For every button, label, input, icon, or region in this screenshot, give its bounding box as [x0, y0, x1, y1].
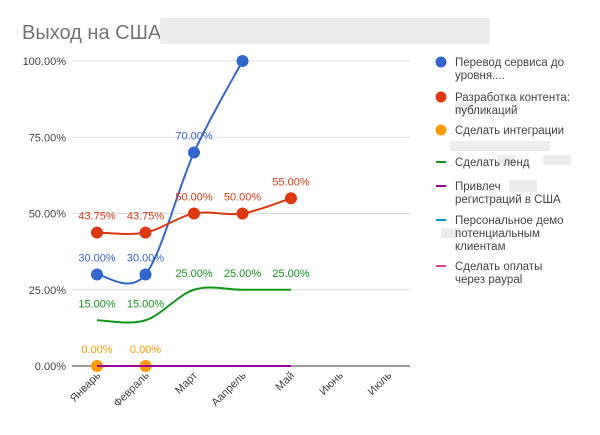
- redacted-title-area: [160, 18, 490, 44]
- data-point[interactable]: [188, 207, 200, 220]
- x-tick-label: Февраль: [112, 369, 152, 409]
- legend-label: Сделать оплаты: [455, 261, 542, 273]
- data-label: 0.00%: [130, 344, 161, 356]
- x-tick-label: Май: [273, 370, 297, 394]
- x-tick-label: Июль: [366, 369, 395, 398]
- data-point[interactable]: [91, 226, 103, 239]
- data-point[interactable]: [188, 146, 200, 159]
- data-label: 25.00%: [224, 268, 262, 280]
- x-tick-label: Аапрель: [209, 369, 248, 408]
- data-point[interactable]: [139, 268, 152, 281]
- data-label: 15.00%: [127, 298, 165, 310]
- legend-label: Сделать ленд: [455, 157, 530, 169]
- x-tick-label: Январь: [68, 369, 103, 404]
- data-label: 50.00%: [175, 192, 213, 204]
- redacted-text: [450, 141, 550, 151]
- chart-title: Выход на США: [22, 22, 162, 44]
- x-axis-ticks: Январь Февраль Март Аапрель Май Июнь Июль: [68, 369, 394, 409]
- series-line: [96, 286, 291, 324]
- data-labels-layer: 30.00% 30.00% 70.00% 43.75% 43.75% 50.00% 50.0…: [78, 131, 310, 357]
- y-axis-ticks: 100.00% 75.00% 50.00% 25.00% 0.00%: [23, 56, 67, 373]
- legend-label: Привлеч: [455, 181, 501, 193]
- data-label: 25.00%: [272, 268, 310, 280]
- data-label: 50.00%: [224, 192, 262, 204]
- data-label: 43.75%: [127, 211, 165, 223]
- legend-label: Сделать интеграции: [455, 125, 564, 137]
- x-tick-label: Июнь: [317, 369, 345, 397]
- redacted-text: [441, 228, 459, 238]
- x-tick-label: Март: [173, 370, 200, 397]
- redacted-text: [543, 155, 571, 165]
- legend-label: через paypal: [455, 274, 522, 286]
- redacted-text: [497, 155, 515, 165]
- legend-label: Разработка контента:: [455, 92, 570, 104]
- data-label: 30.00%: [127, 253, 165, 265]
- legend-label: регистраций в США: [455, 194, 561, 206]
- data-point[interactable]: [285, 192, 297, 205]
- legend-label: Перевод сервиса до: [455, 57, 564, 69]
- data-label: 55.00%: [272, 176, 310, 188]
- y-tick-label: 25.00%: [29, 285, 67, 297]
- y-tick-label: 75.00%: [29, 132, 67, 144]
- data-label: 43.75%: [78, 211, 116, 223]
- y-tick-label: 100.00%: [23, 56, 67, 68]
- legend-item[interactable]: Перевод сервиса доуровня....: [435, 56, 565, 83]
- series-layer: [91, 55, 297, 372]
- legend-label: уровня....: [455, 70, 505, 82]
- data-label: 30.00%: [78, 253, 116, 265]
- y-tick-label: 50.00%: [29, 209, 67, 221]
- legend-label: публикаций: [455, 105, 517, 117]
- data-label: 15.00%: [78, 298, 116, 310]
- redacted-text: [455, 102, 473, 112]
- legend-label: Персональное демо: [455, 215, 564, 227]
- data-label: 70.00%: [175, 131, 213, 143]
- y-tick-label: 0.00%: [35, 361, 66, 373]
- legend-item[interactable]: Сделать ленд: [436, 155, 571, 169]
- legend-item[interactable]: Разработка контента:публикаций: [435, 91, 571, 118]
- legend-label: клиентам: [455, 241, 506, 253]
- data-point[interactable]: [236, 55, 249, 67]
- series-line: [96, 60, 244, 285]
- legend-marker: [435, 56, 447, 68]
- data-point[interactable]: [91, 268, 103, 281]
- legend-item[interactable]: Сделать интеграции: [435, 124, 565, 152]
- data-point[interactable]: [236, 207, 249, 220]
- data-point[interactable]: [139, 226, 152, 239]
- legend-marker: [435, 124, 447, 136]
- data-label: 0.00%: [81, 344, 112, 356]
- redacted-text: [509, 180, 537, 192]
- legend-marker: [435, 91, 447, 103]
- data-label: 25.00%: [175, 268, 213, 280]
- legend-label: потенциальным: [455, 228, 540, 240]
